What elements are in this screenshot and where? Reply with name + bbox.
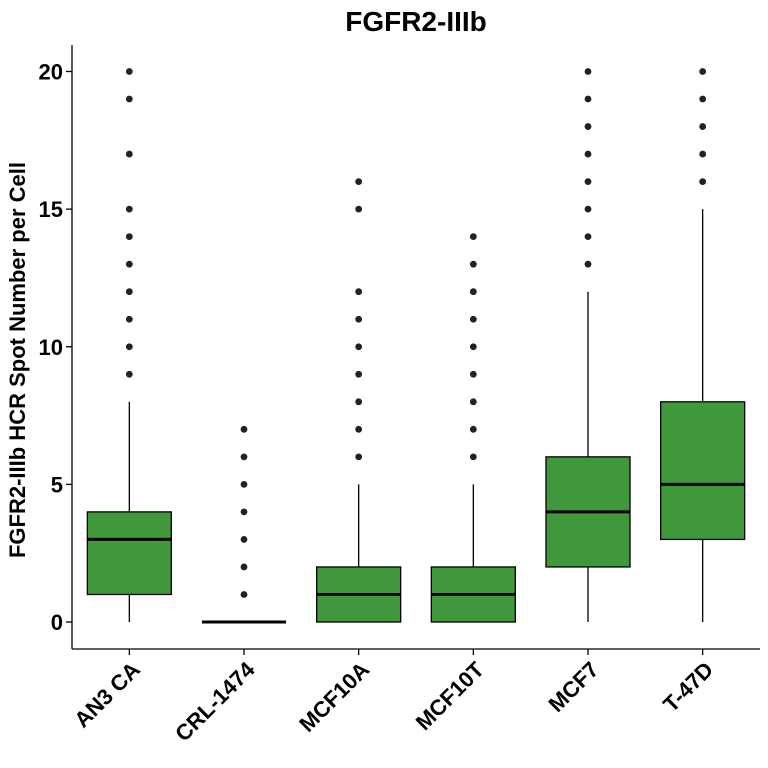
x-tick-label: MCF7 xyxy=(544,657,604,717)
y-tick-label: 15 xyxy=(39,197,63,222)
x-tick-label: MCF10A xyxy=(294,657,374,737)
box-iqr xyxy=(660,401,746,541)
outlier-point xyxy=(125,150,133,158)
outlier-point xyxy=(699,178,707,186)
outlier-point xyxy=(469,453,477,461)
y-axis-label: FGFR2-IIIb HCR Spot Number per Cell xyxy=(5,162,30,558)
outlier-point xyxy=(240,536,248,543)
outlier-point xyxy=(584,123,592,130)
plot-area: 0 5 10 15 20 AN3 CA CRL-1474 MCF10A MCF10T MCF7 T-… xyxy=(39,45,760,746)
outlier-point xyxy=(699,68,707,75)
outlier-point xyxy=(469,260,477,268)
outlier-point xyxy=(469,315,477,323)
outlier-point xyxy=(125,95,133,103)
outlier-point xyxy=(125,370,133,378)
outlier-point xyxy=(469,343,477,351)
outlier-point xyxy=(125,233,133,241)
box-iqr xyxy=(86,511,172,596)
y-tick-label: 5 xyxy=(51,472,63,497)
x-tick-label: MCF10T xyxy=(411,656,490,735)
outlier-point xyxy=(125,205,133,213)
outlier-point xyxy=(584,95,592,103)
x-tick-label: T-47D xyxy=(658,657,718,717)
outlier-point xyxy=(584,178,592,186)
outlier-point xyxy=(125,315,133,323)
outlier-point xyxy=(469,233,477,241)
outlier-point xyxy=(355,178,363,186)
outlier-point xyxy=(469,370,477,378)
y-tick-label: 20 xyxy=(39,60,63,85)
outlier-point xyxy=(355,343,363,351)
outlier-point xyxy=(355,398,363,406)
outlier-point xyxy=(125,68,133,75)
outlier-point xyxy=(355,453,363,461)
outlier-point xyxy=(240,425,248,433)
outlier-point xyxy=(584,260,592,268)
y-tick-label: 0 xyxy=(51,610,63,635)
outlier-point xyxy=(584,233,592,241)
outlier-point xyxy=(469,288,477,296)
outlier-point xyxy=(125,260,133,268)
outlier-point xyxy=(699,123,707,130)
outlier-point xyxy=(469,398,477,406)
outlier-point xyxy=(240,508,248,516)
outlier-point xyxy=(355,425,363,433)
outlier-point xyxy=(355,370,363,378)
x-tick-label: AN3 CA xyxy=(69,657,145,733)
outlier-point xyxy=(240,563,248,571)
outlier-point xyxy=(469,425,477,433)
x-tick-label: CRL-1474 xyxy=(170,656,260,746)
outlier-point xyxy=(584,68,592,75)
outlier-point xyxy=(355,315,363,323)
outlier-point xyxy=(584,150,592,158)
outlier-point xyxy=(355,205,363,213)
outlier-point xyxy=(699,95,707,103)
outlier-point xyxy=(125,343,133,351)
y-tick-label: 10 xyxy=(39,335,63,360)
outlier-point xyxy=(240,453,248,461)
outlier-point xyxy=(699,150,707,158)
outlier-point xyxy=(240,591,248,598)
outlier-point xyxy=(240,480,248,488)
outlier-point xyxy=(355,288,363,296)
outlier-point xyxy=(584,205,592,213)
outlier-point xyxy=(125,288,133,296)
chart-title: FGFR2-IIIb xyxy=(345,6,487,37)
